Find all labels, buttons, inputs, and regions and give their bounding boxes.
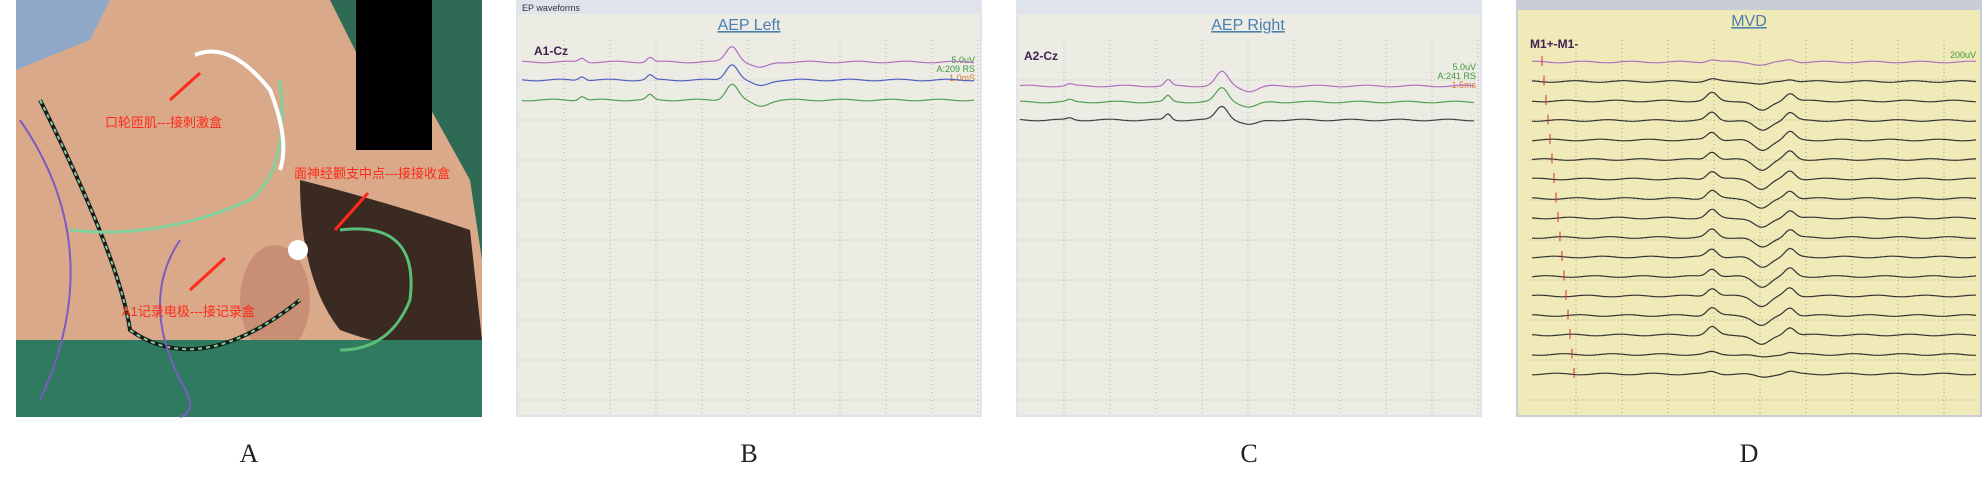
panel-label: D (1740, 439, 1759, 468)
readout: A:241 RS (1437, 71, 1476, 81)
readout: 5.0uV (951, 55, 975, 65)
window-title: EP waveforms (522, 3, 580, 13)
annotation: 口轮匝肌---接刺激盒 (105, 115, 222, 130)
waveform (1531, 130, 1977, 152)
waveform (1019, 105, 1474, 125)
channel-label: M1+-M1- (1530, 37, 1578, 51)
waveform (1531, 306, 1977, 327)
waveform (1531, 91, 1977, 111)
waveform (1020, 86, 1475, 108)
waveform (521, 83, 975, 107)
waveform (1019, 70, 1475, 93)
waveform (1531, 189, 1977, 209)
panel-title: MVD (1731, 13, 1767, 30)
waveform (1531, 150, 1977, 171)
photo-panel: 口轮匝肌---接刺激盒 面神经颧支中点---接接收盒 A1记录电极---接记录盒 (16, 0, 482, 418)
panel-label: B (740, 439, 757, 468)
waveform (1531, 228, 1977, 248)
waveform (1531, 247, 1977, 268)
readout: 1.0mS (949, 73, 975, 83)
panel-label: C (1240, 439, 1257, 468)
panel-title: AEP Right (1211, 17, 1285, 34)
annotation: A1记录电极---接记录盒 (122, 304, 255, 319)
panel-label: A (240, 439, 259, 468)
waveform (1531, 170, 1977, 191)
channel-label: A1-Cz (534, 44, 568, 58)
readout: 200uV (1950, 50, 1976, 60)
waveform (1531, 325, 1977, 345)
waveform (1532, 59, 1977, 66)
waveform (1531, 111, 1977, 131)
waveform-panel: MVD M1+-M1- 200uV (1516, 0, 1982, 417)
channel-label: A2-Cz (1024, 49, 1058, 63)
annotation: 面神经颧支中点---接接收盒 (294, 166, 450, 181)
waveform (1531, 350, 1976, 358)
waveform (1531, 78, 1977, 85)
waveform-panel: AEP Right A2-Cz 5.0uV A:241 RS 1.5ms (1016, 0, 1482, 417)
readout: 5.0uV (1452, 62, 1476, 72)
waveform (521, 45, 975, 68)
waveform (521, 64, 975, 87)
readout: A:209 RS (936, 64, 975, 74)
panel-title: AEP Left (718, 17, 781, 34)
waveform-panel: EP waveforms AEP Left A1-Cz 5.0uV A:209 … (516, 0, 982, 417)
waveform (1531, 267, 1977, 288)
waveform (1531, 287, 1976, 308)
waveform (1532, 370, 1977, 378)
waveform (1531, 208, 1977, 228)
